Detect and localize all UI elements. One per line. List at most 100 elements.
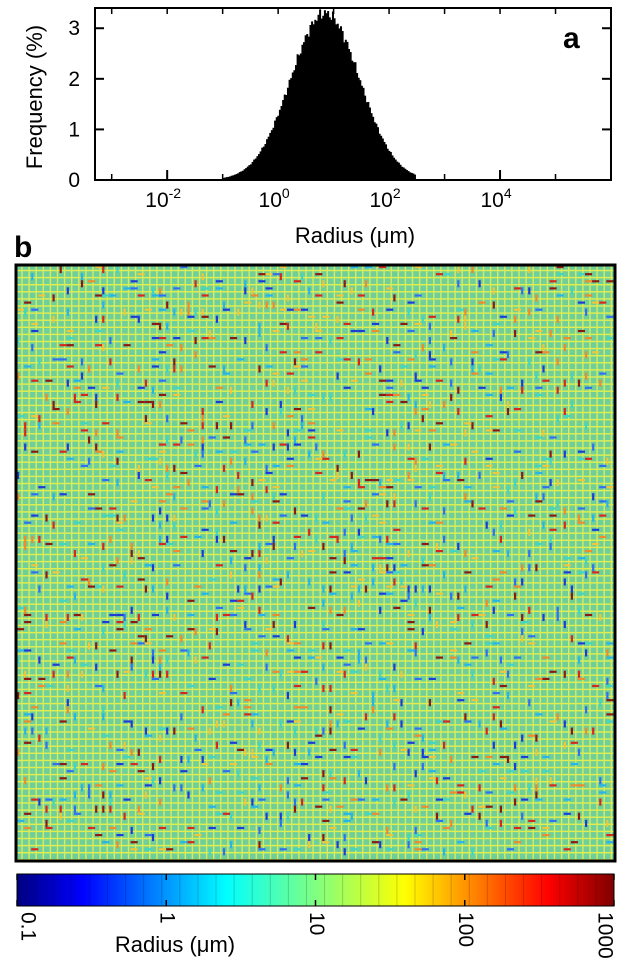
mesh-segment bbox=[24, 521, 32, 524]
mesh-segment bbox=[521, 770, 529, 773]
mesh-segment bbox=[308, 834, 311, 842]
mesh-segment bbox=[364, 429, 372, 432]
mesh-segment bbox=[372, 322, 380, 325]
mesh-segment bbox=[400, 585, 408, 588]
histogram-bar bbox=[269, 132, 272, 180]
mesh-segment bbox=[38, 422, 41, 430]
mesh-segment bbox=[222, 812, 230, 815]
mesh-segment bbox=[187, 329, 195, 333]
mesh-segment bbox=[407, 585, 410, 593]
mesh-segment bbox=[258, 514, 261, 522]
mesh-segment bbox=[38, 294, 46, 297]
x-axis-ticks: 10-2 100 102 104 bbox=[110, 8, 557, 212]
histogram-bar bbox=[370, 113, 373, 180]
mesh-segment bbox=[606, 677, 609, 685]
mesh-segment bbox=[301, 550, 304, 558]
mesh-segment bbox=[237, 471, 240, 479]
mesh-segment bbox=[159, 692, 167, 695]
mesh-segment bbox=[457, 280, 460, 288]
mesh-segment bbox=[535, 734, 538, 742]
mesh-segment bbox=[301, 514, 309, 517]
mesh-segment bbox=[17, 748, 20, 756]
mesh-segment bbox=[535, 713, 543, 716]
mesh-segment bbox=[52, 571, 60, 574]
mesh-segment bbox=[343, 486, 351, 489]
mesh-segment bbox=[563, 344, 566, 352]
mesh-segment bbox=[535, 784, 538, 792]
mesh-segment bbox=[59, 621, 67, 624]
mesh-segment bbox=[443, 535, 446, 543]
panel-a-letter: a bbox=[563, 22, 580, 55]
mesh-segment bbox=[492, 677, 495, 685]
mesh-segment bbox=[421, 628, 424, 636]
mesh-segment bbox=[201, 500, 209, 503]
mesh-segment bbox=[506, 400, 510, 408]
mesh-segment bbox=[379, 592, 387, 595]
mesh-segment bbox=[407, 748, 410, 756]
mesh-segment bbox=[187, 628, 195, 631]
mesh-segment bbox=[24, 606, 27, 614]
mesh-segment bbox=[556, 613, 559, 621]
mesh-segment bbox=[258, 727, 261, 735]
mesh-segment bbox=[173, 784, 176, 792]
mesh-segment bbox=[159, 322, 162, 330]
mesh-segment bbox=[499, 777, 507, 780]
mesh-segment bbox=[407, 329, 415, 333]
mesh-segment bbox=[464, 308, 467, 316]
mesh-segment bbox=[258, 741, 261, 749]
mesh-segment bbox=[272, 422, 275, 430]
mesh-segment bbox=[301, 798, 304, 806]
mesh-segment bbox=[599, 500, 607, 503]
mesh-segment bbox=[350, 812, 353, 820]
mesh-segment bbox=[95, 266, 103, 269]
mesh-segment bbox=[606, 500, 609, 508]
mesh-segment bbox=[116, 834, 124, 837]
mesh-segment bbox=[521, 386, 524, 394]
mesh-segment bbox=[265, 812, 268, 820]
mesh-segment bbox=[144, 642, 152, 645]
mesh-segment bbox=[286, 812, 289, 820]
mesh-segment bbox=[606, 841, 614, 844]
histogram-bar bbox=[385, 144, 388, 180]
mesh-segment bbox=[393, 578, 396, 586]
mesh-segment bbox=[606, 642, 614, 645]
mesh-segment bbox=[592, 571, 600, 574]
mesh-segment bbox=[215, 486, 218, 494]
mesh-segment bbox=[279, 812, 282, 820]
mesh-segment bbox=[272, 621, 275, 629]
mesh-segment bbox=[357, 798, 365, 801]
mesh-segment bbox=[421, 393, 429, 396]
mesh-segment bbox=[24, 677, 32, 680]
mesh-segment bbox=[208, 755, 216, 759]
mesh-segment bbox=[38, 585, 41, 593]
mesh-segment bbox=[435, 550, 443, 553]
mesh-segment bbox=[414, 429, 422, 432]
mesh-segment bbox=[421, 557, 424, 565]
mesh-segment bbox=[599, 514, 607, 517]
mesh-segment bbox=[386, 642, 394, 645]
mesh-segment bbox=[173, 464, 176, 472]
mesh-segment bbox=[102, 514, 110, 517]
mesh-segment bbox=[577, 656, 581, 664]
mesh-segment bbox=[123, 741, 126, 749]
mesh-segment bbox=[144, 791, 147, 799]
mesh-segment bbox=[116, 557, 119, 565]
mesh-segment bbox=[464, 571, 472, 574]
mesh-segment bbox=[435, 521, 443, 524]
histogram-bar bbox=[278, 109, 281, 180]
mesh-segment bbox=[315, 514, 318, 522]
mesh-segment bbox=[180, 784, 183, 792]
mesh-segment bbox=[222, 848, 226, 856]
histogram-bar bbox=[246, 166, 249, 180]
mesh-segment bbox=[109, 358, 112, 366]
mesh-segment bbox=[265, 379, 268, 387]
mesh-segment bbox=[80, 613, 84, 621]
mesh-segment bbox=[350, 748, 358, 751]
mesh-segment bbox=[215, 507, 218, 515]
mesh-segment bbox=[357, 585, 360, 593]
mesh-segment bbox=[293, 365, 301, 368]
mesh-segment bbox=[478, 613, 486, 617]
mesh-segment bbox=[386, 542, 394, 546]
mesh-segment bbox=[322, 599, 325, 607]
mesh-segment bbox=[180, 365, 183, 373]
